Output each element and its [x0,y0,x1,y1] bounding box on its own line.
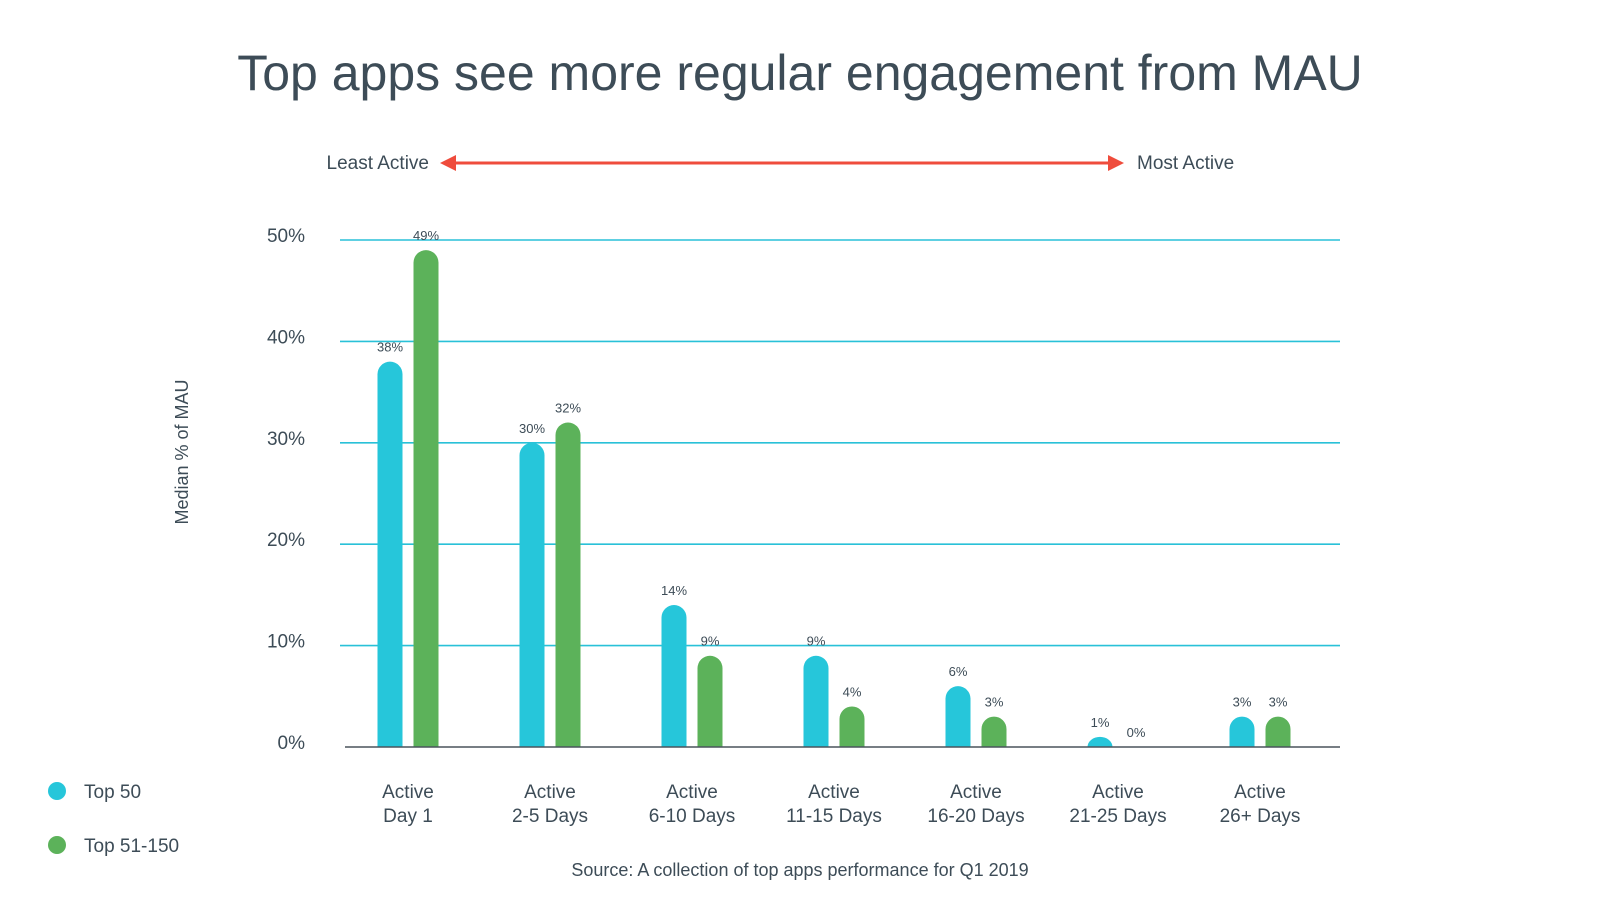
bar-top-51-150 [1265,716,1291,747]
bar-top-51-150 [555,422,581,747]
arrow-head-right-icon [1108,155,1124,171]
x-tick-label: 26+ Days [1220,806,1301,827]
x-tick-label: Day 1 [383,806,433,827]
data-label: 32% [555,401,581,416]
bar-top-51-150 [839,706,865,747]
bar-top-50 [519,442,545,747]
legend-label-top-50: Top 50 [84,782,141,803]
data-label: 3% [1269,695,1288,710]
y-tick-label: 50% [267,226,305,247]
data-label: 1% [1091,715,1110,730]
gridlines [340,239,1340,647]
activity-arrow: Least Active Most Active [327,153,1235,174]
x-tick-label: 21-25 Days [1069,806,1166,827]
data-label: 9% [807,634,826,649]
data-label: 30% [519,421,545,436]
legend: Top 50 Top 51-150 [48,782,179,857]
x-tick-label: Active [382,782,434,803]
bar-top-50 [661,605,687,747]
x-axis-categories: Active Day 1 Active 2-5 Days Active 6-10 Days… [382,782,1300,827]
x-tick-label: Active [808,782,860,803]
bars [377,250,1291,747]
x-tick-label: Active [524,782,576,803]
bar-top-51-150 [981,716,1007,747]
data-label: 14% [661,583,687,598]
y-axis-label: Median % of MAU [172,379,192,524]
x-tick-label: 2-5 Days [512,806,588,827]
data-label: 0% [1127,725,1146,740]
most-active-label: Most Active [1137,153,1234,174]
x-tick-label: Active [1092,782,1144,803]
y-tick-label: 10% [267,632,305,653]
y-tick-label: 20% [267,530,305,551]
bar-top-51-150 [697,655,723,747]
x-tick-label: Active [950,782,1002,803]
source-note: Source: A collection of top apps perform… [571,860,1028,880]
least-active-label: Least Active [327,153,429,174]
data-label: 9% [701,634,720,649]
data-label: 49% [413,228,439,243]
bar-top-50 [945,686,971,747]
data-label: 6% [949,664,968,679]
data-label: 3% [985,695,1004,710]
bar-top-51-150 [413,250,439,747]
x-tick-label: 16-20 Days [927,806,1024,827]
data-labels: 38% 49% 30% 32% 14% 9% 9% 4% 6% 3% 1% 0% 3% 3% [377,228,1288,740]
y-tick-label: 0% [278,733,306,754]
x-tick-label: Active [666,782,718,803]
legend-marker-top-51-150 [48,836,66,854]
bar-top-50 [377,361,403,747]
x-tick-label: 6-10 Days [649,806,736,827]
y-axis-ticks: 0% 10% 20% 30% 40% 50% [267,226,305,754]
data-label: 3% [1233,695,1252,710]
chart-title: Top apps see more regular engagement fro… [237,45,1363,101]
x-tick-label: 11-15 Days [786,806,882,827]
bar-top-50 [803,655,829,747]
data-label: 4% [843,684,862,699]
data-label: 38% [377,340,403,355]
y-tick-label: 30% [267,429,305,450]
arrow-head-left-icon [440,155,456,171]
x-tick-label: Active [1234,782,1286,803]
y-tick-label: 40% [267,327,305,348]
legend-marker-top-50 [48,782,66,800]
bar-top-50 [1087,736,1113,747]
legend-label-top-51-150: Top 51-150 [84,836,179,857]
bar-top-50 [1229,716,1255,747]
